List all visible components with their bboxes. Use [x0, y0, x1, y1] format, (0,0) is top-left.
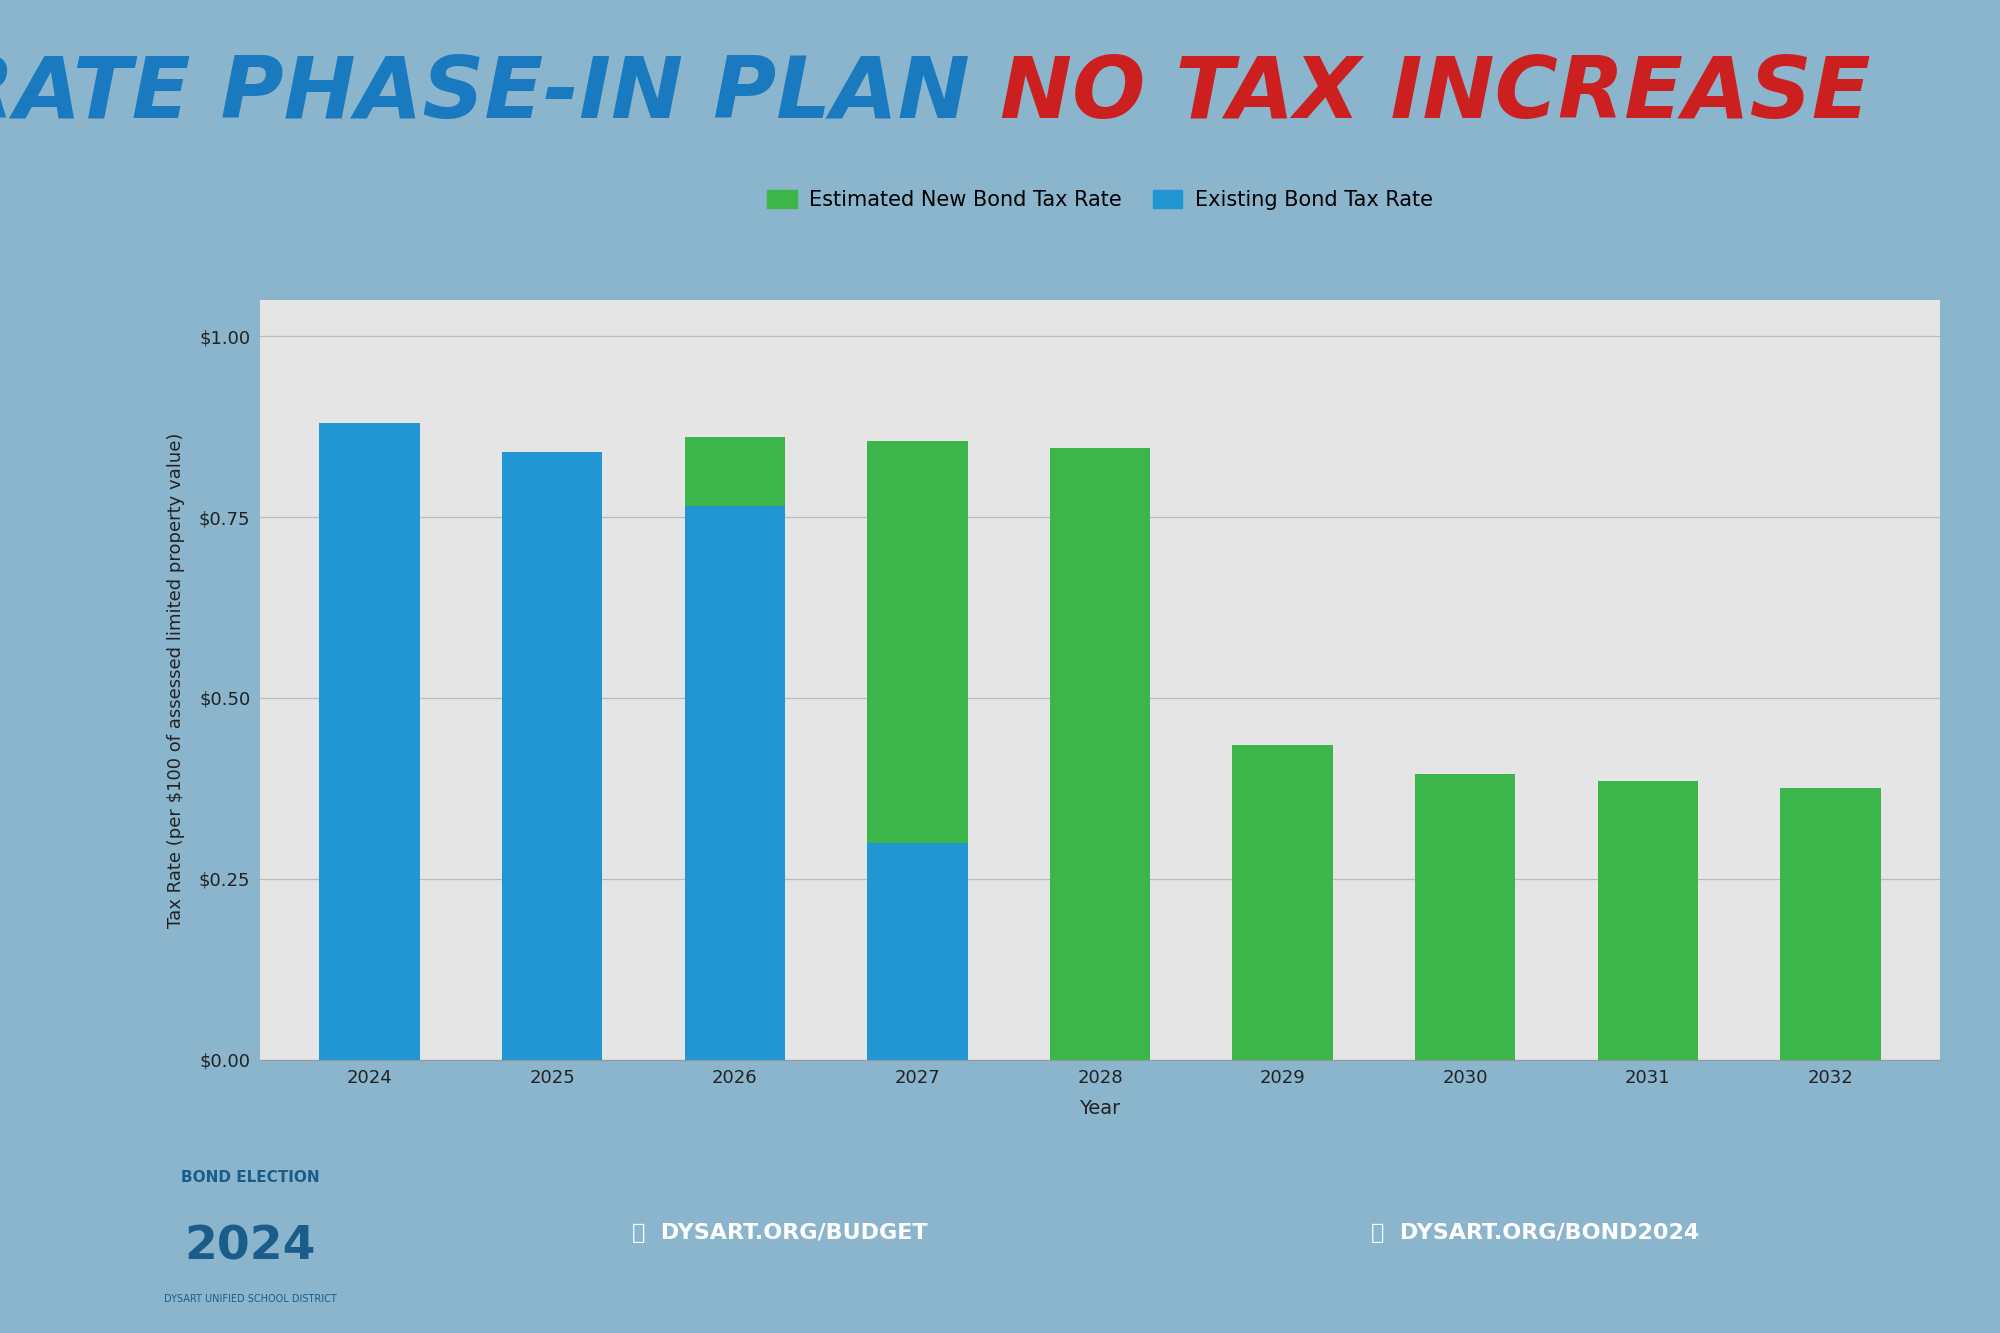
Bar	[684, 507, 786, 1060]
Bar	[502, 452, 602, 1060]
Bar	[684, 437, 786, 507]
Bar	[1232, 745, 1332, 1060]
X-axis label: Year: Year	[1080, 1098, 1120, 1117]
Bar	[868, 441, 968, 842]
Bar	[1780, 788, 1880, 1060]
Text: DYSART UNIFIED SCHOOL DISTRICT: DYSART UNIFIED SCHOOL DISTRICT	[164, 1294, 336, 1304]
Bar	[1598, 781, 1698, 1060]
Text: NO TAX INCREASE: NO TAX INCREASE	[1000, 53, 1870, 136]
Text: 🔗  DYSART.ORG/BOND2024: 🔗 DYSART.ORG/BOND2024	[1370, 1222, 1700, 1244]
Y-axis label: Tax Rate (per $100 of assessed limited property value): Tax Rate (per $100 of assessed limited p…	[166, 432, 184, 928]
Text: 2024: 2024	[184, 1225, 316, 1269]
Text: BOND ELECTION: BOND ELECTION	[180, 1170, 320, 1185]
Bar	[1050, 448, 1150, 1060]
Legend: Estimated New Bond Tax Rate, Existing Bond Tax Rate: Estimated New Bond Tax Rate, Existing Bo…	[760, 181, 1440, 219]
Bar	[1416, 774, 1516, 1060]
Bar	[320, 423, 420, 1060]
Bar	[868, 842, 968, 1060]
Text: TAX RATE PHASE-IN PLAN: TAX RATE PHASE-IN PLAN	[0, 53, 1000, 136]
Text: 🔗  DYSART.ORG/BUDGET: 🔗 DYSART.ORG/BUDGET	[632, 1222, 928, 1244]
